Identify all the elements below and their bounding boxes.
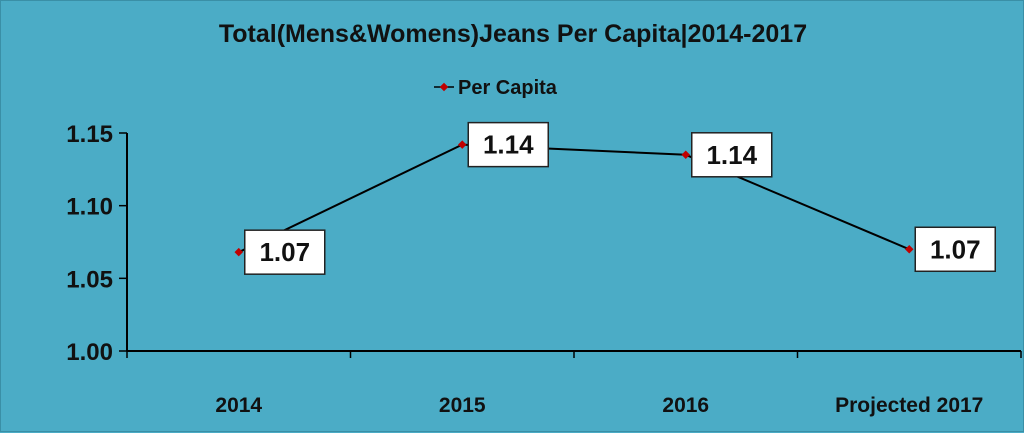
series-per-capita: 1.07 1.14 1.14 1.07 bbox=[234, 121, 996, 275]
y-tick-label: 1.10 bbox=[66, 194, 113, 221]
series-line bbox=[238, 143, 910, 254]
x-tick-label: 2015 bbox=[439, 394, 486, 417]
data-label-text: 1.07 bbox=[930, 234, 981, 264]
data-point-marker bbox=[234, 247, 243, 257]
y-tick-label: 1.05 bbox=[66, 266, 113, 293]
data-label: 1.07 bbox=[914, 226, 996, 273]
data-label-box bbox=[691, 132, 773, 178]
x-tick-label: 2016 bbox=[662, 394, 709, 417]
data-label: 1.14 bbox=[691, 132, 773, 178]
data-point-marker bbox=[681, 150, 690, 160]
data-label-box bbox=[914, 226, 996, 273]
y-tick-label: 1.15 bbox=[66, 121, 113, 148]
data-label-text: 1.07 bbox=[259, 237, 310, 267]
x-axis: 2014 2015 2016 Projected 2017 bbox=[126, 350, 1022, 417]
y-axis: 1.00 1.05 1.10 1.15 bbox=[66, 121, 128, 366]
y-tick-label: 1.00 bbox=[66, 339, 113, 366]
legend: Per Capita bbox=[434, 77, 558, 99]
x-tick-label: 2014 bbox=[215, 394, 262, 417]
data-label: 1.14 bbox=[467, 121, 549, 168]
data-point-marker bbox=[458, 140, 467, 149]
data-label-box bbox=[244, 229, 326, 275]
legend-marker-icon bbox=[439, 82, 449, 92]
data-label-box bbox=[467, 121, 549, 168]
data-label-text: 1.14 bbox=[706, 140, 757, 170]
data-label: 1.07 bbox=[244, 229, 326, 275]
chart-title: Total(Mens&Womens)Jeans Per Capita|2014-… bbox=[219, 20, 807, 48]
data-label-text: 1.14 bbox=[483, 130, 534, 160]
legend-label: Per Capita bbox=[458, 77, 558, 99]
data-point-marker bbox=[905, 245, 914, 254]
x-tick-label: Projected 2017 bbox=[835, 394, 983, 417]
